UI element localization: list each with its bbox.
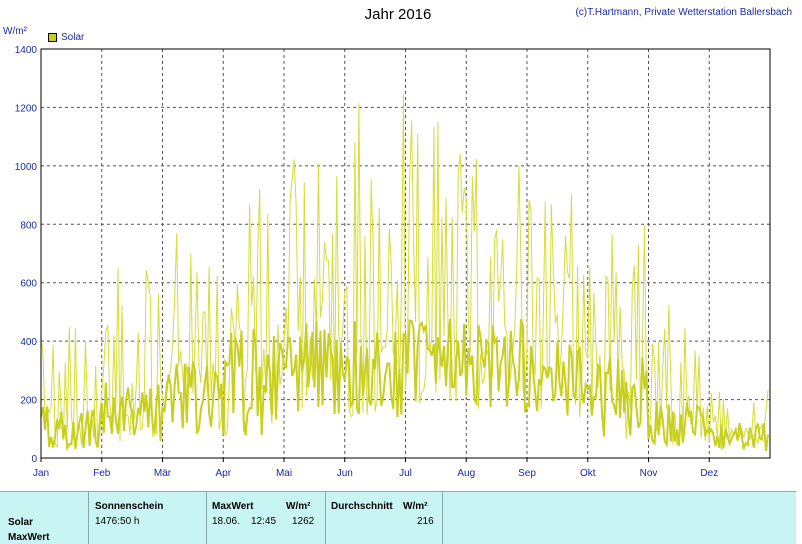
table-divider <box>206 492 207 544</box>
x-tick-label: Dez <box>700 468 718 479</box>
y-tick-label: 600 <box>20 279 37 290</box>
x-tick-label: Mai <box>276 468 292 479</box>
y-axis-ticks: 0 200 400 600 800 1000 1200 1400 <box>15 45 38 465</box>
x-tick-label: Aug <box>457 468 475 479</box>
x-tick-label: Okt <box>580 468 596 479</box>
solar-chart: 0 200 400 600 800 1000 1200 1400 Jan Feb Mär Apr Ma… <box>15 45 771 479</box>
max-date: 18.06. <box>212 516 240 527</box>
row-label-maxwert: MaxWert <box>8 532 50 543</box>
plot-frame <box>40 48 771 459</box>
max-time: 12:45 <box>251 516 277 527</box>
credit-text: (c)T.Hartmann, Private Wetterstation Bal… <box>575 7 792 18</box>
header-sunshine: Sonnenschein <box>95 501 164 512</box>
x-tick-label: Mär <box>154 468 172 479</box>
x-tick-label: Jan <box>33 468 49 479</box>
row-label-solar: Solar <box>8 517 34 528</box>
y-tick-label: 1200 <box>15 103 38 114</box>
header-average: Durchschnitt <box>331 501 393 512</box>
legend-swatch <box>48 33 57 42</box>
x-tick-label: Nov <box>640 468 658 479</box>
x-tick-label: Jun <box>337 468 353 479</box>
sunshine-value: 1476:50 h <box>95 516 140 527</box>
y-tick-label: 1000 <box>15 162 38 173</box>
header-maxwert: MaxWert <box>212 501 254 512</box>
header-average-unit: W/m² <box>403 501 428 512</box>
y-tick-label: 0 <box>31 454 37 465</box>
y-tick-label: 400 <box>20 337 37 348</box>
stats-table: Sonnenschein MaxWert W/m² Durchschnitt W… <box>0 491 796 544</box>
average-value: 216 <box>417 516 434 527</box>
header-maxwert-unit: W/m² <box>286 501 311 512</box>
x-tick-label: Sep <box>518 468 536 479</box>
x-tick-label: Apr <box>215 468 231 479</box>
y-tick-label: 800 <box>20 220 37 231</box>
max-value: 1262 <box>292 516 315 527</box>
x-tick-label: Jul <box>399 468 412 479</box>
solar-daily-line <box>40 318 769 452</box>
table-divider <box>442 492 443 544</box>
y-axis-unit: W/m² <box>3 26 27 37</box>
chart-title: Jahr 2016 <box>364 6 432 23</box>
x-axis-ticks: Jan Feb Mär Apr Mai Jun Jul Aug Sep Okt Nov Dez <box>33 458 718 479</box>
legend-label: Solar <box>61 32 85 43</box>
y-tick-label: 200 <box>20 396 37 407</box>
x-tick-label: Feb <box>93 468 111 479</box>
legend: Solar <box>48 32 84 43</box>
table-divider <box>88 492 89 544</box>
y-tick-label: 1400 <box>15 45 38 56</box>
table-divider <box>325 492 326 544</box>
